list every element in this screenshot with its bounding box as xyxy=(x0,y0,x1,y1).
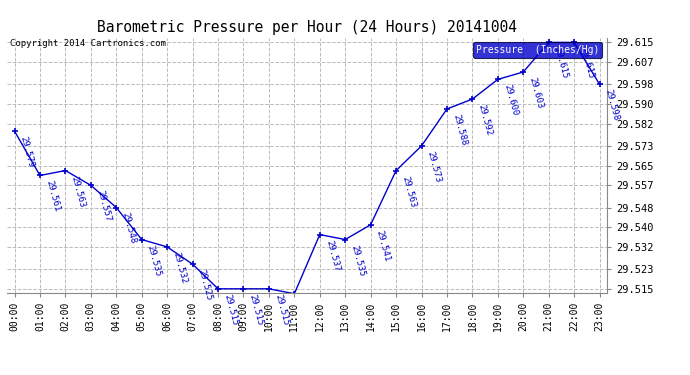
Text: 29.615: 29.615 xyxy=(553,46,570,80)
Text: 29.515: 29.515 xyxy=(222,293,239,327)
Text: 29.525: 29.525 xyxy=(197,268,214,302)
Text: 29.557: 29.557 xyxy=(95,189,112,223)
Text: 29.573: 29.573 xyxy=(426,150,443,183)
Text: 29.535: 29.535 xyxy=(349,244,366,277)
Text: 29.598: 29.598 xyxy=(604,88,621,122)
Legend: Pressure  (Inches/Hg): Pressure (Inches/Hg) xyxy=(473,42,602,58)
Text: 29.579: 29.579 xyxy=(19,135,36,169)
Text: 29.603: 29.603 xyxy=(527,76,544,109)
Text: 29.515: 29.515 xyxy=(273,293,290,327)
Text: 29.592: 29.592 xyxy=(477,103,493,137)
Title: Barometric Pressure per Hour (24 Hours) 20141004: Barometric Pressure per Hour (24 Hours) … xyxy=(97,20,517,35)
Text: 29.541: 29.541 xyxy=(375,229,392,262)
Text: 29.563: 29.563 xyxy=(400,175,417,208)
Text: 29.561: 29.561 xyxy=(44,180,61,213)
Text: 29.532: 29.532 xyxy=(171,251,188,285)
Text: 29.615: 29.615 xyxy=(578,46,595,80)
Text: 29.588: 29.588 xyxy=(451,113,468,147)
Text: 29.548: 29.548 xyxy=(121,211,137,245)
Text: 29.535: 29.535 xyxy=(146,244,163,277)
Text: 29.600: 29.600 xyxy=(502,84,519,117)
Text: 29.515: 29.515 xyxy=(248,293,265,327)
Text: 29.563: 29.563 xyxy=(70,175,87,208)
Text: Copyright 2014 Cartronics.com: Copyright 2014 Cartronics.com xyxy=(10,39,166,48)
Text: 29.513: 29.513 xyxy=(0,374,1,375)
Text: 29.537: 29.537 xyxy=(324,239,341,272)
